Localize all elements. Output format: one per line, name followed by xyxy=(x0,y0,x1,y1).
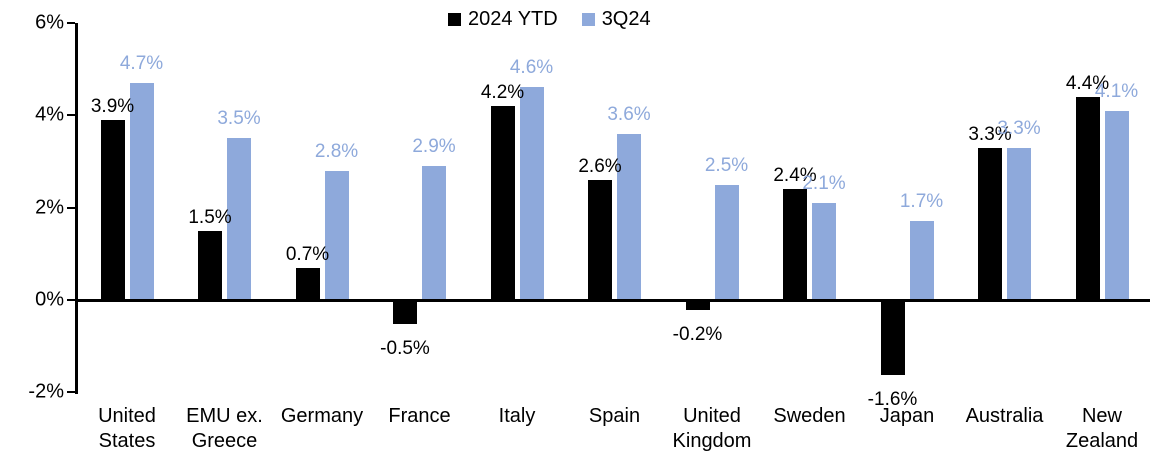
bar-3q24 xyxy=(909,221,934,300)
bar-value-label: 2.8% xyxy=(314,140,359,162)
bar-value-label: -1.6% xyxy=(867,388,918,410)
bar-value-label: 3.6% xyxy=(607,103,651,125)
y-axis-tick xyxy=(67,299,75,301)
bar-2024-ytd xyxy=(880,301,905,375)
bar-value-label: 3.3% xyxy=(968,123,1012,145)
category-label: Germany xyxy=(280,405,364,427)
legend-item-3q24: 3Q24 xyxy=(581,8,651,31)
bar-value-label: 4.1% xyxy=(1094,80,1139,102)
bar-2024-ytd xyxy=(295,267,320,300)
x-axis-zero-line xyxy=(75,299,1150,302)
category-label: Italy xyxy=(498,405,536,427)
y-axis-line xyxy=(75,23,78,394)
y-axis-tick xyxy=(67,21,75,24)
bar-value-label: 3.9% xyxy=(90,95,135,117)
bar-2024-ytd xyxy=(588,179,612,300)
category-label: Sweden xyxy=(773,405,846,427)
bar-2024-ytd xyxy=(393,301,417,325)
y-axis-tick xyxy=(67,391,75,394)
bar-3q24 xyxy=(812,202,836,300)
category-label: Australia xyxy=(965,405,1044,427)
bar-value-label: 2.6% xyxy=(578,155,622,177)
legend-label-2024-ytd: 2024 YTD xyxy=(468,8,558,30)
y-axis-tick-label: 0% xyxy=(35,288,64,311)
category-label: United Kingdom xyxy=(672,405,752,452)
bar-3q24 xyxy=(1007,147,1031,300)
bar-value-label: 3.5% xyxy=(217,108,261,130)
chart-legend: 2024 YTD 3Q24 xyxy=(448,8,651,31)
legend-swatch-2024-ytd-icon xyxy=(448,13,461,26)
y-axis-tick xyxy=(67,206,75,209)
bar-2024-ytd xyxy=(978,147,1002,300)
category-label: Japan xyxy=(879,405,935,427)
category-label: Spain xyxy=(588,405,641,427)
bar-value-label: 2.4% xyxy=(773,165,817,187)
bar-value-label: 2.9% xyxy=(412,136,456,158)
legend-swatch-3q24-icon xyxy=(581,13,595,26)
bar-2024-ytd xyxy=(100,119,125,300)
bar-value-label: 4.2% xyxy=(480,81,525,103)
bar-3q24 xyxy=(227,138,251,300)
bar-value-label: -0.5% xyxy=(380,338,430,360)
bar-2024-ytd xyxy=(1075,96,1100,300)
bar-value-label: 2.1% xyxy=(802,172,846,194)
category-label: France xyxy=(388,405,451,427)
category-label: United States xyxy=(98,405,156,452)
bar-value-label: 0.7% xyxy=(285,243,330,265)
bar-3q24 xyxy=(422,166,446,300)
y-axis-tick-label: 2% xyxy=(35,196,64,219)
bar-value-label: 2.5% xyxy=(704,154,749,176)
bar-value-label: 3.3% xyxy=(997,117,1041,139)
bar-3q24 xyxy=(617,133,641,300)
bar-value-label: 4.4% xyxy=(1065,72,1110,94)
legend-label-3q24: 3Q24 xyxy=(601,8,651,30)
bar-value-label: 4.6% xyxy=(509,57,554,79)
bar-3q24 xyxy=(519,87,544,300)
bar-value-label: 1.7% xyxy=(899,191,944,213)
legend-item-2024-ytd: 2024 YTD xyxy=(448,8,558,31)
bar-value-label: 4.7% xyxy=(119,52,164,74)
bar-value-label: -0.2% xyxy=(672,324,723,346)
bar-2024-ytd xyxy=(198,230,222,300)
bar-2024-ytd xyxy=(783,189,807,300)
bar-3q24 xyxy=(1104,110,1129,300)
bar-3q24 xyxy=(324,170,349,300)
category-label: EMU ex. Greece xyxy=(186,405,263,452)
bar-3q24 xyxy=(129,82,154,300)
bar-2024-ytd xyxy=(685,301,710,311)
bar-2024-ytd xyxy=(490,105,515,300)
y-axis-tick-label: -2% xyxy=(28,380,64,403)
y-axis-tick-label: 4% xyxy=(35,103,64,126)
y-axis-tick-label: 6% xyxy=(35,11,64,34)
bar-3q24 xyxy=(714,184,739,300)
bar-value-label: 1.5% xyxy=(188,206,232,228)
y-axis-tick xyxy=(67,114,75,117)
category-label: New Zealand xyxy=(1065,405,1139,452)
